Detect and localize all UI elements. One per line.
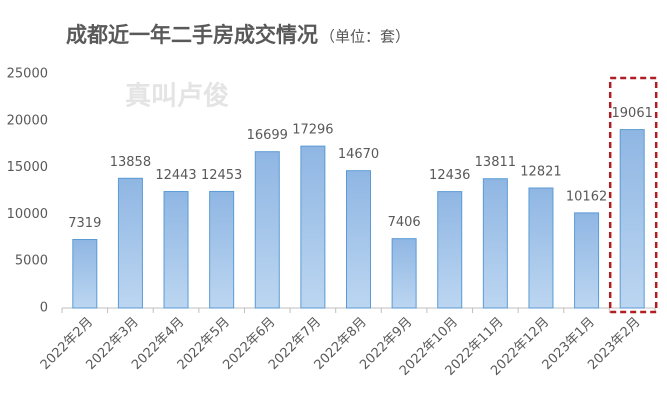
value-label: 7319 <box>68 216 101 231</box>
y-tick-label: 25000 <box>7 67 48 82</box>
y-tick-label: 0 <box>40 301 48 316</box>
value-label: 12436 <box>429 168 470 183</box>
bar <box>254 151 280 309</box>
watermark: 真叫卢俊 <box>125 81 229 112</box>
bar <box>574 212 600 309</box>
value-label: 7406 <box>388 215 421 230</box>
value-label: 16699 <box>247 128 288 143</box>
highlight-box <box>608 76 658 314</box>
y-tick-label: 5000 <box>15 254 48 269</box>
bar <box>528 187 554 309</box>
value-label: 12443 <box>155 168 196 183</box>
bar <box>482 178 508 309</box>
value-label: 12453 <box>201 168 242 183</box>
value-label: 14670 <box>338 147 379 162</box>
chart-title: 成都近一年二手房成交情况 <box>66 23 318 47</box>
value-label: 13858 <box>110 155 151 170</box>
value-label: 19061 <box>612 106 653 121</box>
bar <box>437 191 463 309</box>
value-label: 10162 <box>566 189 607 204</box>
value-label: 12821 <box>520 164 561 179</box>
y-tick-label: 20000 <box>7 113 48 128</box>
bar <box>163 191 189 309</box>
bar <box>209 190 235 309</box>
y-tick-label: 10000 <box>7 207 48 222</box>
bar <box>391 238 417 309</box>
bar <box>346 170 371 309</box>
value-label: 13811 <box>475 155 516 170</box>
y-tick-label: 15000 <box>7 160 48 175</box>
bar <box>117 177 143 309</box>
bar <box>300 145 326 309</box>
bar <box>619 129 645 309</box>
bar <box>72 238 98 309</box>
chart-subtitle: （单位：套） <box>320 28 410 46</box>
value-label: 17296 <box>292 123 333 138</box>
